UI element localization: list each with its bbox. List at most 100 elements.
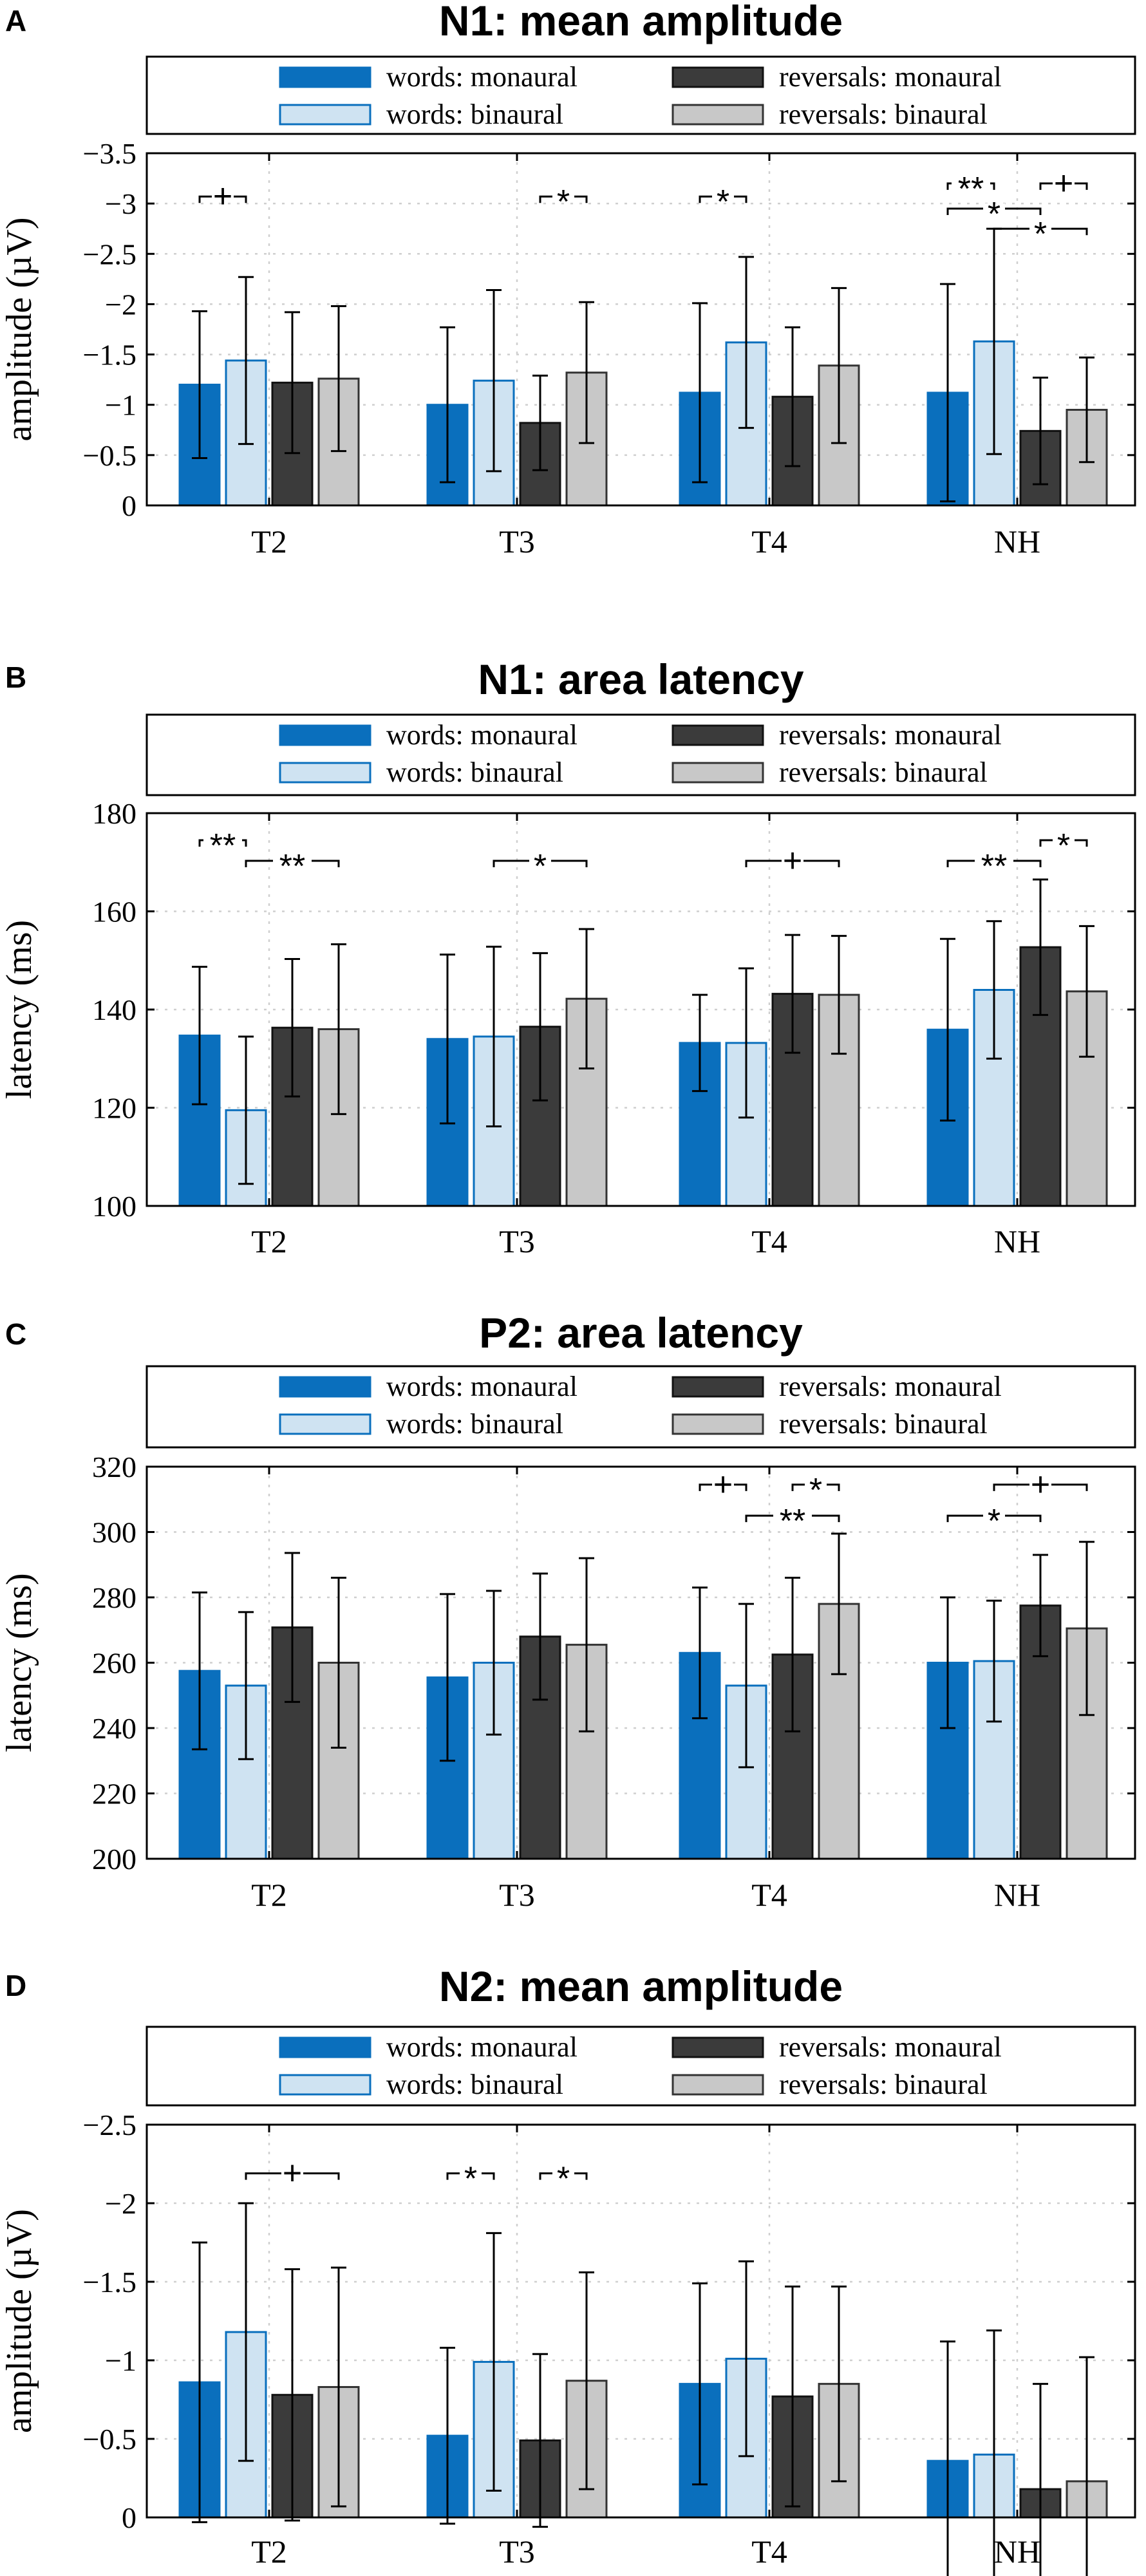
- error-bar-words-binaural-t2: [238, 276, 254, 446]
- y-tick-label: 100: [92, 1190, 136, 1223]
- significance-bracket: +: [198, 178, 247, 215]
- category-label-t4: T4: [751, 523, 787, 559]
- significance-gap: [1029, 1479, 1051, 1490]
- significance-label: +: [1054, 165, 1073, 202]
- significance-gap: [529, 855, 551, 866]
- error-bar-words-monaural-t2: [192, 310, 207, 460]
- error-bar-words-binaural-t4: [738, 1603, 754, 1769]
- significance-bracket: *: [1039, 827, 1088, 865]
- error-bar-reversals-monaural-nh: [1033, 1554, 1048, 1657]
- significance-label: *: [1057, 827, 1070, 865]
- significance-label: **: [279, 848, 305, 885]
- error-bar-reversals-monaural-nh: [1033, 377, 1048, 485]
- y-tick-label: 140: [92, 993, 136, 1026]
- error-bar-words-monaural-nh: [940, 937, 955, 1122]
- significance-gap: [281, 2168, 303, 2179]
- error-bar-reversals-binaural-nh: [1079, 1541, 1094, 1716]
- bars: [178, 227, 1108, 507]
- panel-b: B N1: area latency words: monaural words: b…: [0, 655, 1136, 1259]
- category-label-t2: T2: [251, 2534, 287, 2570]
- significance-bracket: +: [245, 2155, 340, 2192]
- y-axis: 0 −0.5 −1 −1.5 −2 −2.5 amplitude (µV): [0, 2109, 1135, 2534]
- x-axis: T2 T3 T4 NH: [251, 1467, 1040, 1913]
- significance-label: *: [557, 2161, 570, 2198]
- significance-gap: [552, 2168, 574, 2179]
- legend-label-words-monaural: words: monaural: [386, 2031, 578, 2063]
- significance-label: +: [1031, 1466, 1050, 1503]
- bar-reversals-monaural-nh: [1019, 1604, 1062, 1860]
- plot-frame: [146, 812, 1136, 1207]
- significance-gap: [805, 1479, 827, 1490]
- error-bar-words-binaural-nh: [986, 920, 1002, 1060]
- panel-title: N2: mean amplitude: [439, 1962, 843, 2010]
- y-tick-label: 180: [92, 797, 136, 830]
- error-bar-reversals-binaural-t3: [579, 928, 594, 1069]
- error-bar-reversals-monaural-t4: [785, 2285, 800, 2508]
- y-axis-label: amplitude (µV): [0, 218, 39, 442]
- panel-letter: D: [5, 1969, 26, 2002]
- plot-frame: [146, 2123, 1136, 2519]
- legend-label-words-monaural: words: monaural: [386, 61, 578, 93]
- error-bar-reversals-binaural-t2: [331, 1577, 346, 1749]
- significance-bracket: *: [493, 848, 588, 885]
- error-bar-words-monaural-t4: [692, 993, 708, 1093]
- significance-bracket: *: [539, 183, 588, 221]
- x-axis: T2 T3 T4 NH: [251, 813, 1040, 1259]
- significance-label: *: [988, 1503, 1000, 1540]
- panel-letter: A: [5, 4, 26, 37]
- significance-bracket: *: [446, 2161, 495, 2198]
- error-bar-words-monaural-t2: [192, 2241, 207, 2523]
- error-bar-words-monaural-t3: [440, 1593, 455, 1762]
- error-bar-words-binaural-t3: [486, 1590, 502, 1736]
- significance-gap: [773, 1510, 812, 1521]
- significance-markers: + * * ** +**: [198, 165, 1088, 253]
- significance-label: **: [981, 848, 1007, 885]
- y-tick-label: −1.5: [83, 2266, 136, 2299]
- legend-label-reversals-binaural: reversals: binaural: [779, 99, 988, 130]
- error-bar-words-monaural-t4: [692, 2282, 708, 2486]
- significance-bracket: *: [791, 1472, 840, 1509]
- y-tick-label: −3.5: [83, 137, 136, 170]
- error-bar-words-monaural-t2: [192, 1591, 207, 1751]
- category-label-t2: T2: [251, 1877, 287, 1913]
- error-bar-reversals-binaural-t4: [831, 1532, 847, 1675]
- legend-swatch-words-monaural: [279, 66, 371, 88]
- error-bar-reversals-monaural-t3: [532, 2353, 548, 2528]
- legend-swatch-reversals-binaural: [672, 2074, 764, 2096]
- significance-gap: [1053, 178, 1075, 189]
- y-tick-label: −3: [105, 187, 136, 220]
- y-tick-label: 0: [122, 2501, 136, 2534]
- error-bar-words-binaural-t4: [738, 256, 754, 429]
- category-label-nh: NH: [994, 2534, 1040, 2570]
- error-bar-words-binaural-t2: [238, 1611, 254, 1760]
- plot-frame: [146, 152, 1136, 507]
- error-bar-words-monaural-nh: [940, 1596, 955, 1729]
- significance-label: *: [464, 2161, 477, 2198]
- significance-gap: [712, 1479, 734, 1490]
- significance-label: *: [1034, 216, 1047, 253]
- significance-bracket: +: [699, 1466, 747, 1503]
- legend-label-reversals-monaural: reversals: monaural: [779, 1371, 1002, 1402]
- significance-bracket: *: [946, 1503, 1042, 1540]
- legend-label-words-binaural: words: binaural: [386, 2069, 563, 2100]
- category-label-nh: NH: [994, 523, 1040, 559]
- significance-gap: [952, 178, 990, 189]
- error-bar-reversals-monaural-nh: [1033, 878, 1048, 1016]
- y-tick-label: 320: [92, 1451, 136, 1483]
- error-bar-reversals-binaural-nh: [1079, 925, 1094, 1058]
- category-label-t3: T3: [499, 2534, 535, 2570]
- y-tick-label: 220: [92, 1778, 136, 1810]
- y-tick-label: −0.5: [83, 2423, 136, 2456]
- panel-title: N1: mean amplitude: [439, 0, 843, 44]
- error-bar-words-monaural-t2: [192, 966, 207, 1105]
- significance-markers: + * *: [245, 2155, 588, 2198]
- error-bar-reversals-monaural-t3: [532, 374, 548, 471]
- error-bar-reversals-monaural-t3: [532, 1572, 548, 1701]
- x-axis: T2 T3 T4 NH: [251, 153, 1040, 559]
- significance-label: **: [780, 1503, 805, 1540]
- category-label-t4: T4: [751, 1223, 787, 1259]
- legend: words: monaural words: binaural reversals:…: [146, 2026, 1136, 2107]
- legend-label-reversals-monaural: reversals: monaural: [779, 719, 1002, 751]
- legend-swatch-reversals-monaural: [672, 66, 764, 88]
- significance-gap: [212, 191, 234, 202]
